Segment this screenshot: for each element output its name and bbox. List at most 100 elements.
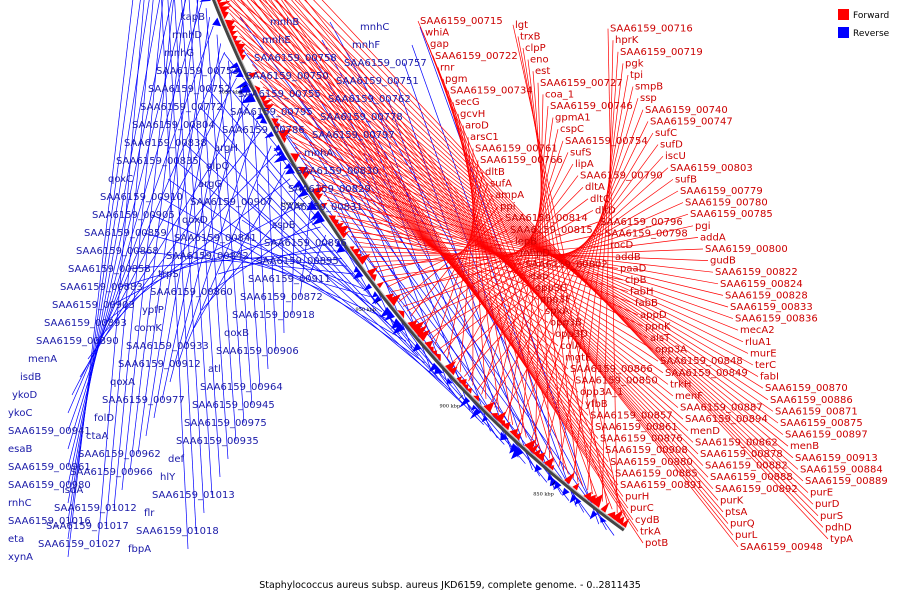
forward-gene-label: mgtE (565, 352, 591, 363)
forward-gene-label: dltD (595, 205, 616, 216)
reverse-gene-label: def (168, 454, 185, 465)
forward-label-line (259, 0, 709, 478)
reverse-label-line (403, 62, 555, 489)
forward-gene-label: ssp (640, 93, 657, 104)
reverse-feature (310, 210, 323, 221)
forward-label-line (521, 105, 549, 434)
reverse-gene-label: mnhG (164, 48, 194, 59)
forward-label-line (274, 0, 804, 482)
reverse-gene-label: atl (208, 364, 221, 375)
forward-label-line (262, 0, 799, 470)
reverse-feature (255, 113, 265, 120)
forward-gene-label: SAA6159_00802 (525, 260, 608, 271)
forward-gene-label: purD (815, 499, 840, 510)
forward-gene-label: SAA6159_00747 (650, 116, 733, 127)
tick-label: 1050 kbp (219, 89, 243, 95)
forward-feature (278, 128, 293, 140)
forward-label-line (285, 130, 559, 347)
forward-feature (424, 340, 433, 349)
forward-label-line (532, 71, 565, 471)
forward-gene-label: dltA (585, 182, 605, 193)
reverse-feature (336, 244, 346, 253)
reverse-feature (569, 494, 578, 504)
reverse-gene-label: flr (144, 508, 155, 519)
forward-label-line (227, 7, 689, 432)
reverse-feature (500, 431, 509, 441)
legend-label-forward: Forward (853, 11, 889, 21)
forward-gene-label: SAA6159_00715 (420, 16, 503, 27)
reverse-feature (363, 283, 372, 292)
forward-label-line (236, 30, 589, 416)
forward-gene-label: paaD (620, 263, 647, 274)
reverse-feature (285, 166, 295, 175)
forward-feature (367, 266, 379, 277)
reverse-label-line (153, 43, 222, 419)
forward-gene-label: menD (690, 426, 720, 437)
forward-label-line (251, 64, 579, 393)
tick-label: 1000 kbp (281, 202, 305, 208)
reverse-gene-label: SAA6159_00977 (102, 395, 185, 406)
forward-gene-label: gpmA1 (555, 113, 591, 124)
forward-gene-label: menF (675, 391, 703, 402)
reverse-label-line (291, 186, 296, 316)
reverse-feature (353, 266, 361, 273)
reverse-feature (283, 162, 292, 170)
reverse-feature (412, 343, 422, 352)
reverse-gene-label: qoxB (224, 328, 249, 339)
forward-label-line (297, 152, 739, 331)
reverse-label-line (167, 0, 197, 532)
reverse-gene-label: ykoD (12, 390, 37, 401)
forward-gene-label: addB (615, 252, 641, 263)
forward-gene-label: purK (720, 495, 744, 506)
reverse-gene-label: SAA6159_00804 (132, 120, 215, 131)
forward-label-lines (224, 0, 829, 548)
forward-label-line (246, 0, 614, 474)
reverse-gene-label: rnhC (8, 498, 32, 509)
forward-label-line (383, 233, 604, 283)
reverse-label-line (67, 0, 134, 558)
reverse-feature (371, 295, 382, 305)
forward-label-line (264, 0, 629, 509)
forward-label-line (268, 0, 714, 490)
reverse-feature (372, 291, 379, 298)
forward-gene-label: SAA6159_00766 (480, 155, 563, 166)
reverse-gene-label: esaB (8, 444, 32, 455)
reverse-feature (391, 318, 403, 329)
forward-gene-label: SAA6159_00727 (540, 78, 623, 89)
forward-label-line (225, 0, 599, 439)
reverse-label-line (196, 0, 229, 460)
forward-gene-label: SAA6159_00871 (775, 406, 858, 417)
forward-label-line (406, 210, 594, 312)
reverse-feature (511, 446, 524, 460)
reverse-feature (534, 464, 543, 473)
forward-feature (600, 502, 610, 513)
reverse-feature (459, 397, 471, 408)
forward-feature (417, 329, 431, 342)
forward-feature (376, 281, 384, 289)
forward-label-line (494, 129, 559, 408)
forward-feature (533, 449, 542, 458)
forward-label-line (344, 226, 529, 277)
reverse-gene-label: ctaA (86, 431, 109, 442)
forward-gene-label: SAA6159_00803 (670, 163, 753, 174)
reverse-feature (380, 306, 392, 318)
forward-label-line (304, 0, 819, 517)
reverse-gene-label: SAA6159_00890 (36, 336, 119, 347)
reverse-label-line (188, 0, 221, 478)
reverse-feature (547, 474, 554, 481)
forward-gene-label: SAA6159_00885 (615, 468, 698, 479)
forward-gene-label: lgt (515, 20, 528, 31)
forward-gene-label: trkH (670, 379, 691, 390)
reverse-gene-label: SAA6159_00758 (254, 53, 337, 64)
reverse-gene-label: SAA6159_00755 (238, 89, 321, 100)
reverse-gene-label: SAA6159_00962 (78, 449, 161, 460)
forward-gene-label: SAA6159_00800 (705, 244, 788, 255)
reverse-gene-label: SAA6159_00907 (190, 197, 273, 208)
forward-feature (524, 439, 536, 452)
reverse-gene-label: SAA6159_00945 (192, 400, 275, 411)
forward-gene-label: SAA6159_00740 (645, 105, 728, 116)
forward-label-line (535, 94, 544, 446)
forward-gene-label: SAA6159_00861 (595, 422, 678, 433)
reverse-gene-label: comK (134, 323, 162, 334)
forward-label-line (276, 114, 564, 358)
